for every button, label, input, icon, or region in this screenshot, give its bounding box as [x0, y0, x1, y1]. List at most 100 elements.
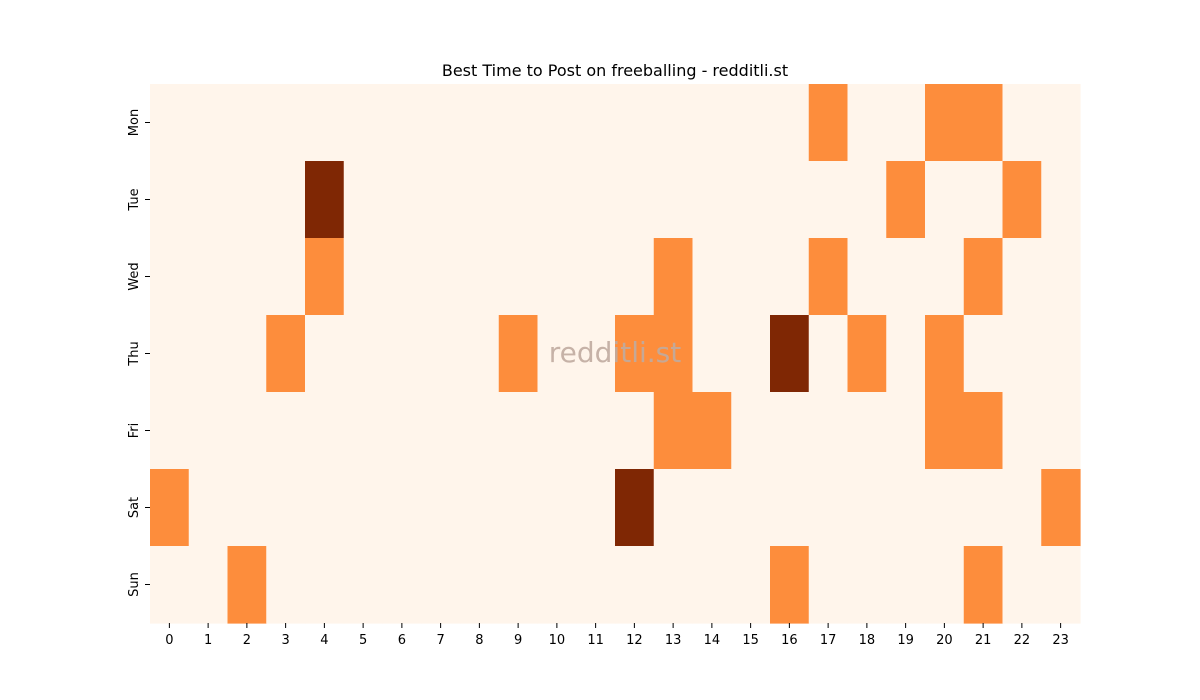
heatmap-cell	[421, 84, 461, 162]
heatmap-cell	[421, 161, 461, 239]
heatmap-cell	[692, 392, 732, 470]
heatmap-cell	[343, 238, 384, 316]
heatmap-cell	[498, 392, 539, 470]
heatmap-cell	[460, 161, 500, 239]
heatmap-cell	[343, 392, 384, 470]
heatmap-cell	[1041, 315, 1081, 393]
heatmap-cell	[653, 546, 694, 624]
heatmap-cell	[925, 546, 965, 624]
heatmap-cell	[1002, 469, 1042, 547]
heatmap-cell	[847, 84, 887, 162]
x-axis: 0 1 2 3 4 5 6 7 8 9 10 11 12 13 14 15 16 17 18 19 20 21 22 23	[165, 623, 1069, 648]
heatmap-cell	[925, 469, 965, 547]
heatmap-cell	[188, 546, 229, 624]
heatmap-cell	[343, 469, 384, 547]
heatmap-cell	[227, 315, 267, 393]
x-tick-label: 18	[859, 633, 876, 648]
heatmap-cell	[266, 546, 306, 624]
heatmap-cell	[150, 392, 190, 470]
x-tick-label: 2	[243, 633, 251, 648]
heatmap-cell	[227, 546, 267, 624]
heatmap-cell	[847, 546, 887, 624]
heatmap-cell	[653, 161, 694, 239]
heatmap-cell	[847, 315, 887, 393]
heatmap-cell	[537, 392, 577, 470]
y-tick-label: Tue	[127, 188, 142, 211]
heatmap-cell	[382, 469, 422, 547]
heatmap-cell	[305, 238, 345, 316]
heatmap-cell	[615, 238, 655, 316]
heatmap-cell	[188, 392, 229, 470]
heatmap-cell	[1041, 469, 1081, 547]
heatmap-cell	[925, 161, 965, 239]
heatmap-cell	[537, 315, 577, 393]
heatmap-cell	[925, 392, 965, 470]
heatmap-cell	[847, 161, 887, 239]
x-tick-label: 17	[820, 633, 837, 648]
heatmap-cell	[692, 546, 732, 624]
x-tick-label: 14	[704, 633, 721, 648]
heatmap-cell	[963, 238, 1004, 316]
x-tick-label: 0	[165, 633, 173, 648]
heatmap-cell	[266, 238, 306, 316]
heatmap-cell	[615, 161, 655, 239]
heatmap-cell	[692, 238, 732, 316]
y-tick-label: Wed	[127, 262, 142, 290]
x-tick-label: 13	[665, 633, 682, 648]
heatmap-cell	[1002, 392, 1042, 470]
heatmap-cell	[460, 392, 500, 470]
heatmap-cell	[886, 392, 926, 470]
heatmap-cell	[498, 84, 539, 162]
heatmap-cell	[886, 238, 926, 316]
heatmap-cell	[382, 392, 422, 470]
heatmap-cell	[847, 238, 887, 316]
heatmap-cell	[963, 469, 1004, 547]
heatmap-cell	[886, 84, 926, 162]
watermark: redditli.st	[549, 336, 681, 369]
heatmap-cell	[731, 238, 771, 316]
x-tick-label: 4	[320, 633, 328, 648]
heatmap-cell	[731, 469, 771, 547]
heatmap-cell	[266, 161, 306, 239]
heatmap-cell	[227, 469, 267, 547]
heatmap-cell	[925, 315, 965, 393]
heatmap-cell	[692, 315, 732, 393]
heatmap-cell	[382, 84, 422, 162]
heatmap-cell	[692, 161, 732, 239]
x-tick-label: 15	[742, 633, 759, 648]
heatmap-cell	[305, 84, 345, 162]
y-tick-label: Sat	[127, 497, 142, 518]
y-tick-label: Fri	[127, 423, 142, 439]
y-axis: Mon Tue Wed Thu Fri Sat Sun	[127, 109, 150, 597]
heatmap-cell	[770, 315, 810, 393]
heatmap-cell	[808, 546, 849, 624]
heatmap-cell	[925, 238, 965, 316]
heatmap-cell	[963, 161, 1004, 239]
heatmap-cell	[653, 392, 694, 470]
heatmap-cell	[653, 469, 694, 547]
heatmap-cell	[576, 469, 616, 547]
heatmap-cell	[808, 315, 849, 393]
heatmap-cell	[770, 546, 810, 624]
heatmap-cell	[305, 546, 345, 624]
heatmap-cell	[731, 161, 771, 239]
x-tick-label: 8	[475, 633, 483, 648]
heatmap-cell	[227, 392, 267, 470]
heatmap-cell	[1002, 238, 1042, 316]
heatmap-cell	[150, 161, 190, 239]
heatmap-cell	[266, 392, 306, 470]
heatmap-cell	[886, 546, 926, 624]
heatmap-cell	[1041, 392, 1081, 470]
heatmap-cell	[382, 161, 422, 239]
heatmap-cell	[847, 392, 887, 470]
heatmap-cell	[653, 238, 694, 316]
heatmap-cell	[498, 546, 539, 624]
heatmap-cell	[808, 392, 849, 470]
heatmap-cell	[537, 546, 577, 624]
heatmap-cell	[615, 315, 655, 393]
heatmap-cell	[1041, 546, 1081, 624]
heatmap-cell	[1002, 84, 1042, 162]
heatmap-cell	[227, 161, 267, 239]
heatmap-cell	[692, 84, 732, 162]
